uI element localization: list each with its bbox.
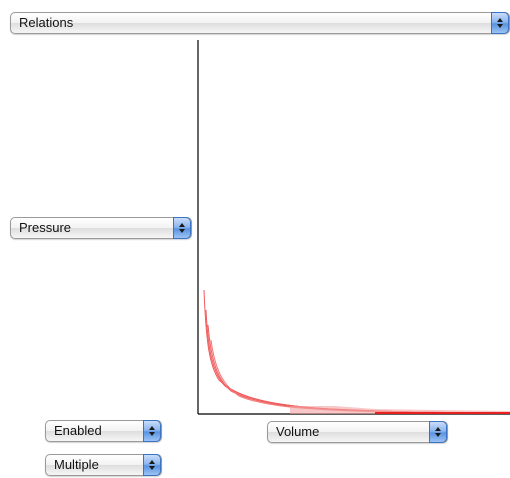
x-axis-popup[interactable]: Volume	[267, 421, 448, 443]
up-down-arrows-icon	[491, 12, 509, 34]
enabled-popup-label: Enabled	[54, 423, 102, 438]
pressure-volume-curve-3	[207, 324, 510, 414]
up-down-arrows-icon	[143, 454, 161, 476]
multiple-popup[interactable]: Multiple	[45, 454, 162, 476]
relations-popup-label: Relations	[19, 15, 74, 30]
y-axis-popup-label: Pressure	[19, 220, 72, 235]
up-down-arrows-icon	[143, 420, 161, 442]
y-axis-popup[interactable]: Pressure	[10, 217, 192, 239]
up-down-arrows-icon	[429, 421, 447, 443]
enabled-popup[interactable]: Enabled	[45, 420, 162, 442]
relations-popup[interactable]: Relations	[10, 12, 510, 34]
up-down-arrows-icon	[173, 217, 191, 239]
pressure-volume-curve-2	[205, 309, 510, 414]
relation-plot	[195, 40, 510, 416]
pressure-volume-curve-1	[203, 289, 510, 414]
x-axis-popup-label: Volume	[276, 424, 320, 439]
multiple-popup-label: Multiple	[54, 457, 99, 472]
pressure-volume-curve-4	[210, 339, 510, 414]
